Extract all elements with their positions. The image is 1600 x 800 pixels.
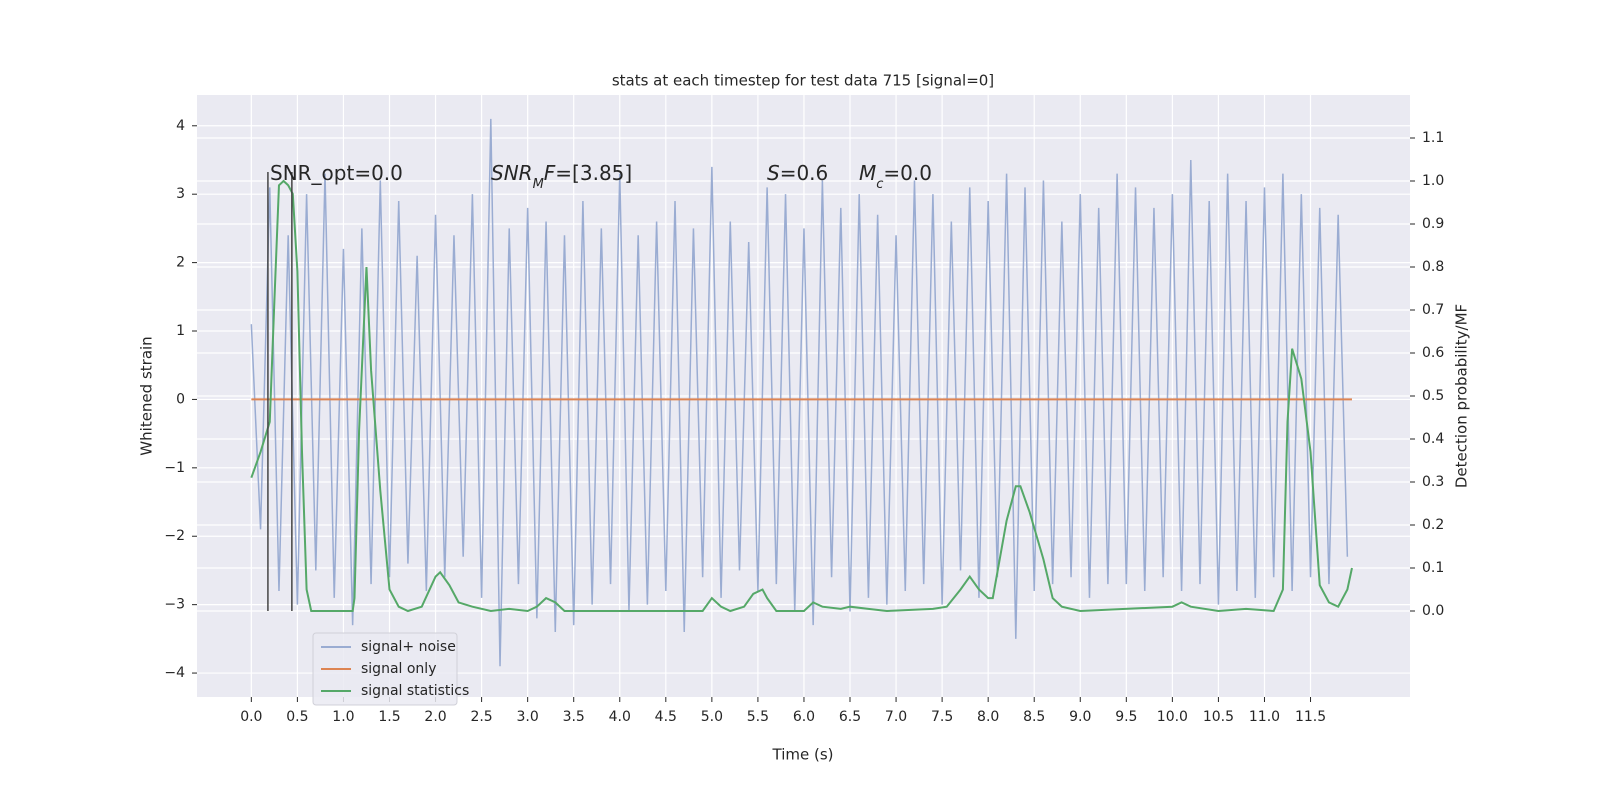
y2-tick-label: 0.4 <box>1422 431 1444 447</box>
y-tick-label: −3 <box>164 597 185 613</box>
y2-tick-label: 0.5 <box>1422 388 1444 404</box>
y2-axis-label: Detection probability/MF <box>1453 304 1471 488</box>
x-tick-label: 7.5 <box>931 709 953 725</box>
marks <box>250 118 1353 667</box>
annotation-part: S <box>767 161 780 185</box>
y-axis-label: Whitened strain <box>138 336 156 455</box>
annotation-part: F <box>544 161 556 185</box>
y2-tick-label: 0.9 <box>1422 216 1444 232</box>
x-tick-label: 4.0 <box>609 709 631 725</box>
y2-tick-label: 1.0 <box>1422 173 1444 189</box>
x-axis-label: Time (s) <box>772 746 834 764</box>
legend-label: signal+ noise <box>361 639 456 655</box>
annotation: SNR_opt=0.0 <box>270 161 403 185</box>
y-tick-label: 2 <box>176 255 185 271</box>
y2-tick-label: 0.1 <box>1422 560 1444 576</box>
x-tick-label: 5.5 <box>747 709 769 725</box>
x-tick-label: 10.0 <box>1157 709 1188 725</box>
annotation: Mc=0.0 <box>859 161 932 192</box>
series-line <box>250 179 1353 613</box>
annotation-part: =0.6 <box>780 161 829 185</box>
x-tick-label: 9.0 <box>1069 709 1091 725</box>
x-tick-label: 1.0 <box>332 709 354 725</box>
x-tick-label: 5.0 <box>701 709 723 725</box>
y2-tick-label: 0.0 <box>1422 603 1444 619</box>
legend-label: signal statistics <box>361 683 469 699</box>
y-tick-label: 1 <box>176 323 185 339</box>
x-tick-label: 1.5 <box>378 709 400 725</box>
legend-box <box>312 632 458 706</box>
y-tick-label: −2 <box>164 528 185 544</box>
annotation-part: M <box>859 161 876 185</box>
x-tick-label: 6.0 <box>793 709 815 725</box>
annotation-part: =[3.85] <box>555 161 632 185</box>
annotation: S=0.6 <box>767 161 828 185</box>
x-tick-label: 10.5 <box>1203 709 1234 725</box>
y2-tick-label: 0.6 <box>1422 345 1444 361</box>
annotation-part: c <box>876 177 883 192</box>
x-tick-label: 0.5 <box>286 709 308 725</box>
y2-tick-label: 0.7 <box>1422 302 1444 318</box>
x-tick-label: 7.0 <box>885 709 907 725</box>
y-tick-label: −4 <box>164 665 185 681</box>
labels: 0.0 0.5 1.0 1.5 2.0 2.5 3.0 3.5 4.0 4.5 5.0 5.5 6.0 6… <box>164 118 1444 725</box>
y2-tick-label: 0.2 <box>1422 517 1444 533</box>
x-tick-label: 6.5 <box>839 709 861 725</box>
y2-tick-label: 0.8 <box>1422 259 1444 275</box>
x-tick-label: 4.5 <box>655 709 677 725</box>
y-tick-label: 4 <box>176 118 185 134</box>
x-tick-label: 11.0 <box>1249 709 1280 725</box>
y-tick-label: 3 <box>176 186 185 202</box>
x-tick-label: 8.5 <box>1023 709 1045 725</box>
annotation-part: M <box>533 177 544 192</box>
series-line <box>250 118 1349 667</box>
legend-label: signal only <box>361 661 436 677</box>
x-tick-label: 8.0 <box>977 709 999 725</box>
legend: signal+ noise signal only signal statistic… <box>312 632 469 706</box>
x-tick-label: 3.5 <box>563 709 585 725</box>
x-tick-label: 3.0 <box>517 709 539 725</box>
annotation: SNRMF=[3.85] <box>491 161 632 192</box>
annotation-part: SNR_opt=0.0 <box>270 161 403 185</box>
chart-title: stats at each timestep for test data 715… <box>612 72 994 90</box>
annotation-part: =0.0 <box>883 161 932 185</box>
x-tick-label: 2.5 <box>470 709 492 725</box>
y2-tick-label: 0.3 <box>1422 474 1444 490</box>
y-tick-label: 0 <box>176 391 185 407</box>
y2-tick-label: 1.1 <box>1422 130 1444 146</box>
y-tick-label: −1 <box>164 460 185 476</box>
x-tick-label: 0.0 <box>240 709 262 725</box>
x-tick-label: 9.5 <box>1115 709 1137 725</box>
x-tick-label: 2.0 <box>424 709 446 725</box>
annotation-part: SNR <box>491 161 533 185</box>
x-tick-label: 11.5 <box>1295 709 1326 725</box>
